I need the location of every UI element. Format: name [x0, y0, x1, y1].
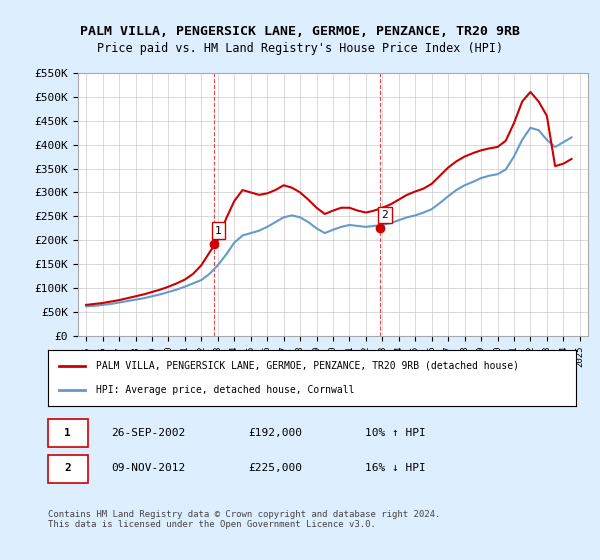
Text: 09-NOV-2012: 09-NOV-2012: [112, 463, 185, 473]
Text: 16% ↓ HPI: 16% ↓ HPI: [365, 463, 425, 473]
Text: Price paid vs. HM Land Registry's House Price Index (HPI): Price paid vs. HM Land Registry's House …: [97, 42, 503, 55]
Text: 2: 2: [382, 210, 388, 220]
Text: HPI: Average price, detached house, Cornwall: HPI: Average price, detached house, Corn…: [95, 385, 354, 395]
FancyBboxPatch shape: [48, 419, 88, 447]
Text: 1: 1: [64, 428, 71, 438]
Text: Contains HM Land Registry data © Crown copyright and database right 2024.
This d: Contains HM Land Registry data © Crown c…: [48, 510, 440, 529]
Text: £225,000: £225,000: [248, 463, 302, 473]
FancyBboxPatch shape: [48, 455, 88, 483]
Text: PALM VILLA, PENGERSICK LANE, GERMOE, PENZANCE, TR20 9RB: PALM VILLA, PENGERSICK LANE, GERMOE, PEN…: [80, 25, 520, 38]
Text: 1: 1: [215, 226, 222, 236]
Text: £192,000: £192,000: [248, 428, 302, 438]
Text: 2: 2: [64, 463, 71, 473]
Text: 26-SEP-2002: 26-SEP-2002: [112, 428, 185, 438]
Text: 10% ↑ HPI: 10% ↑ HPI: [365, 428, 425, 438]
Text: PALM VILLA, PENGERSICK LANE, GERMOE, PENZANCE, TR20 9RB (detached house): PALM VILLA, PENGERSICK LANE, GERMOE, PEN…: [95, 361, 518, 371]
